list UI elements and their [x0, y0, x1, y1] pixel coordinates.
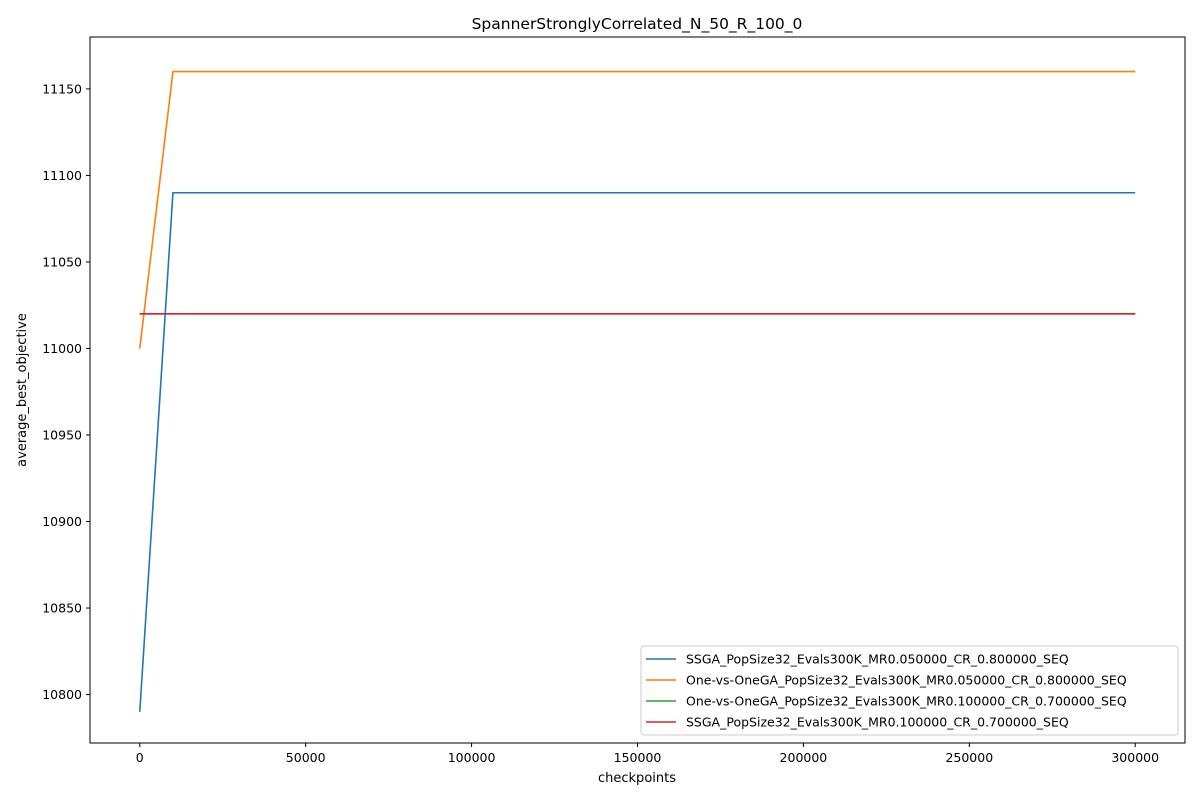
legend-label: One-vs-OneGA_PopSize32_Evals300K_MR0.100… — [686, 694, 1127, 709]
chart-title: SpannerStronglyCorrelated_N_50_R_100_0 — [472, 15, 803, 34]
legend-box — [640, 645, 1179, 736]
legend: SSGA_PopSize32_Evals300K_MR0.050000_CR_0… — [640, 645, 1179, 736]
y-axis-title: average_best_objective — [15, 313, 30, 467]
y-tick-label: 11000 — [42, 341, 82, 356]
y-tick-label: 10800 — [42, 687, 82, 702]
legend-label: One-vs-OneGA_PopSize32_Evals300K_MR0.050… — [686, 673, 1127, 688]
y-tick-label: 10850 — [42, 601, 82, 616]
y-tick-label: 11150 — [42, 81, 82, 96]
y-tick-label: 10950 — [42, 427, 82, 442]
x-tick-label: 0 — [136, 750, 144, 765]
series-line-1 — [138, 191, 1136, 712]
x-tick-label: 300000 — [1111, 750, 1159, 765]
x-axis-title: checkpoints — [598, 771, 676, 786]
series-line-2 — [138, 70, 1136, 349]
x-tick-label: 150000 — [614, 750, 662, 765]
plot-frame — [89, 36, 1186, 744]
x-axis: 0 50000 100000 150000 200000 250000 300000 — [136, 743, 1159, 765]
x-tick-label: 50000 — [286, 750, 326, 765]
y-axis: 10800 10850 10900 10950 11000 11050 11100 11150 — [42, 81, 90, 702]
series-layer — [138, 70, 1136, 712]
y-tick-label: 11100 — [42, 168, 82, 183]
y-tick-label: 10900 — [42, 514, 82, 529]
y-tick-label: 11050 — [42, 254, 82, 269]
legend-label: SSGA_PopSize32_Evals300K_MR0.100000_CR_0… — [686, 715, 1069, 730]
x-tick-label: 200000 — [780, 750, 828, 765]
legend-label: SSGA_PopSize32_Evals300K_MR0.050000_CR_0… — [686, 652, 1069, 667]
x-tick-label: 250000 — [945, 750, 993, 765]
x-tick-label: 100000 — [448, 750, 496, 765]
